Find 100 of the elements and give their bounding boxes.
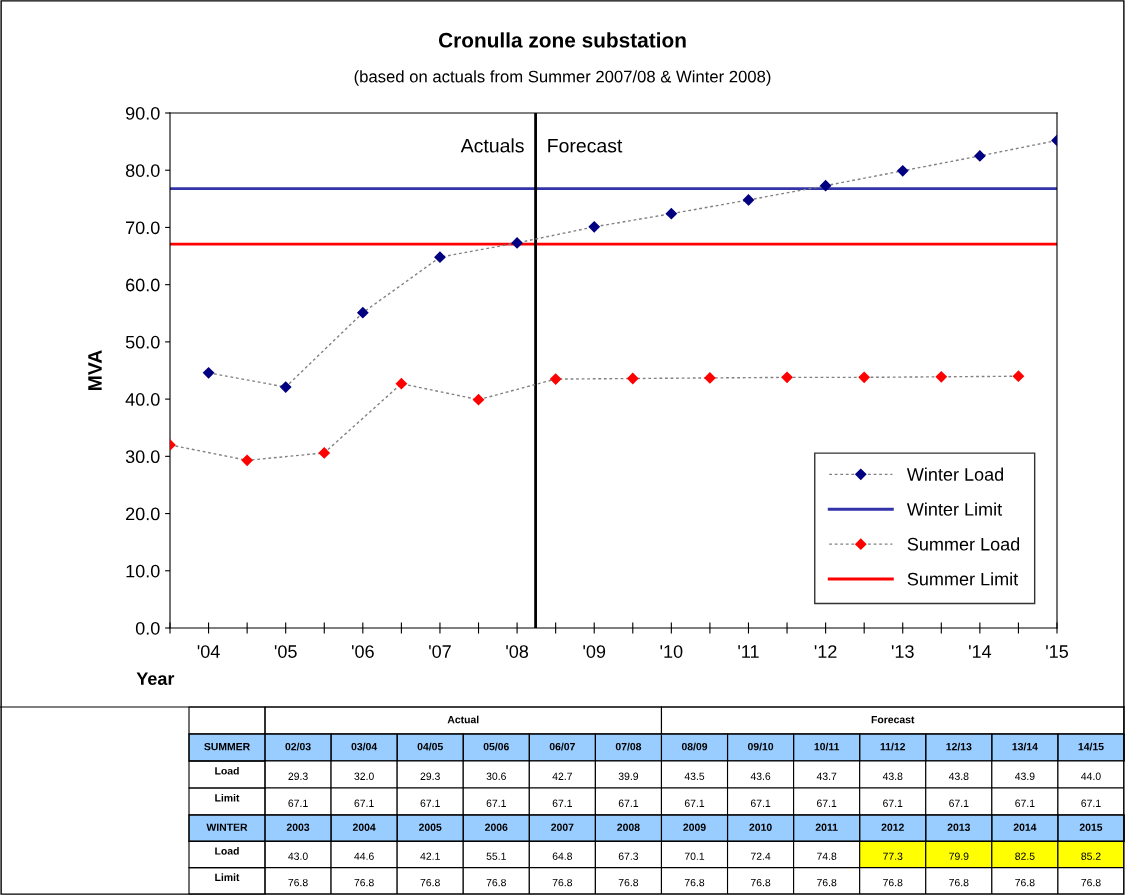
x-tick-label: '10 — [660, 645, 683, 658]
data-label: 55.1 — [486, 852, 506, 860]
x-tick-label: 2012 — [881, 823, 904, 831]
x-tick-label: 2015 — [1079, 823, 1103, 831]
data-label: 72.4 — [750, 852, 771, 860]
x-tick-label: 13/14 — [1012, 742, 1038, 751]
x-tick-label: '11 — [738, 645, 759, 658]
data-label: 76.8 — [1015, 878, 1035, 887]
data-label: 76.8 — [949, 878, 969, 887]
data-label: 67.1 — [618, 799, 639, 807]
y-tick-label: 60.0 — [126, 278, 160, 292]
point — [935, 371, 947, 383]
legend-label: Winter Load — [906, 467, 1004, 481]
chart-title: SUMMER — [204, 742, 250, 751]
x-tick-label: '05 — [274, 645, 297, 658]
data-label: 76.8 — [817, 878, 837, 887]
x-tick-label: 03/04 — [351, 742, 378, 751]
x-tick-label: 2013 — [947, 823, 971, 831]
point — [974, 150, 986, 162]
point — [318, 447, 330, 459]
text: Actual — [447, 715, 479, 724]
data-label: 67.1 — [817, 799, 837, 807]
point — [858, 371, 870, 383]
x-tick-label: 12/13 — [946, 742, 972, 751]
data-label: 76.8 — [883, 878, 903, 887]
point — [665, 208, 677, 220]
data-label: 67.1 — [288, 799, 308, 807]
point — [820, 180, 832, 192]
text: Forecast — [871, 716, 915, 724]
annotation: Actuals — [460, 138, 524, 153]
data-label: 74.8 — [817, 852, 837, 860]
y-tick-label: 70.0 — [126, 221, 160, 235]
data-label: 32.0 — [354, 772, 374, 780]
point — [742, 194, 755, 206]
y-axis-title: MVA — [88, 350, 102, 391]
point — [550, 373, 562, 385]
data-label: 67.1 — [354, 799, 374, 807]
y-tick-label: 20.0 — [126, 507, 160, 521]
point — [241, 454, 253, 466]
y-tick-label: 10.0 — [126, 564, 160, 578]
x-tick-label: 2007 — [551, 823, 574, 831]
x-tick-label: '04 — [197, 645, 220, 658]
x-tick-label: 2003 — [286, 823, 310, 831]
point — [781, 371, 793, 383]
point — [202, 367, 215, 379]
x-tick-label: 02/03 — [285, 742, 311, 751]
annotation: Forecast — [548, 138, 623, 153]
x-tick-label: 2005 — [418, 823, 442, 831]
x-axis-title: Year — [136, 672, 175, 686]
data-label: 67.1 — [1015, 799, 1035, 807]
data-label: 44.0 — [1081, 772, 1101, 780]
data-label: 64.8 — [552, 852, 573, 860]
data-label: 67.1 — [552, 799, 572, 807]
data-label: 76.8 — [750, 878, 771, 887]
data-label: 76.8 — [486, 878, 506, 887]
data-label: 29.3 — [288, 772, 308, 780]
x-tick-label: '13 — [891, 645, 914, 658]
data-label: 67.1 — [420, 799, 440, 807]
x-tick-label: 09/10 — [747, 742, 774, 751]
data-label: 43.6 — [750, 772, 771, 780]
point — [472, 394, 485, 406]
x-tick-label: 11/12 — [880, 742, 906, 751]
data-label: 67.1 — [883, 799, 903, 807]
chart-title: Cronulla zone substation — [438, 32, 686, 48]
legend-label: Summer Limit — [907, 572, 1019, 586]
data-label: 43.8 — [948, 772, 969, 780]
data-label: 29.3 — [420, 772, 440, 780]
point — [511, 237, 523, 249]
data-label: 76.8 — [1081, 878, 1101, 887]
data-label: 43.5 — [684, 772, 705, 780]
x-tick-label: '14 — [969, 645, 992, 658]
y-tick-label: Load — [215, 766, 239, 775]
data-label: 85.2 — [1081, 852, 1101, 860]
y-tick-label: 40.0 — [125, 393, 160, 406]
x-tick-label: 2004 — [352, 823, 376, 831]
x-tick-label: 2011 — [815, 823, 838, 831]
point — [434, 251, 446, 263]
x-tick-label: 05/06 — [483, 742, 509, 751]
data-label: 79.9 — [949, 852, 969, 860]
data-label: 67.1 — [486, 799, 506, 807]
data-label: 67.3 — [618, 852, 639, 860]
x-tick-label: 08/09 — [681, 742, 708, 751]
point — [1012, 370, 1025, 382]
x-tick-label: 2014 — [1013, 823, 1037, 831]
y-tick-label: Load — [215, 847, 239, 855]
y-tick-label: 30.0 — [125, 450, 160, 464]
data-label: 43.9 — [1014, 772, 1035, 780]
point — [704, 372, 716, 384]
x-tick-label: '06 — [351, 645, 374, 658]
data-label: 76.8 — [618, 878, 639, 887]
data-label: 82.5 — [1015, 852, 1035, 860]
point — [627, 372, 639, 385]
data-label: 42.7 — [552, 772, 572, 780]
x-tick-label: 2009 — [683, 823, 706, 831]
data-label: 43.0 — [288, 852, 308, 860]
x-tick-label: '08 — [506, 645, 529, 658]
data-label: 39.9 — [618, 772, 639, 780]
data-label: 67.1 — [750, 799, 771, 807]
data-label: 67.1 — [1081, 799, 1101, 807]
data-label: 67.1 — [684, 799, 705, 807]
